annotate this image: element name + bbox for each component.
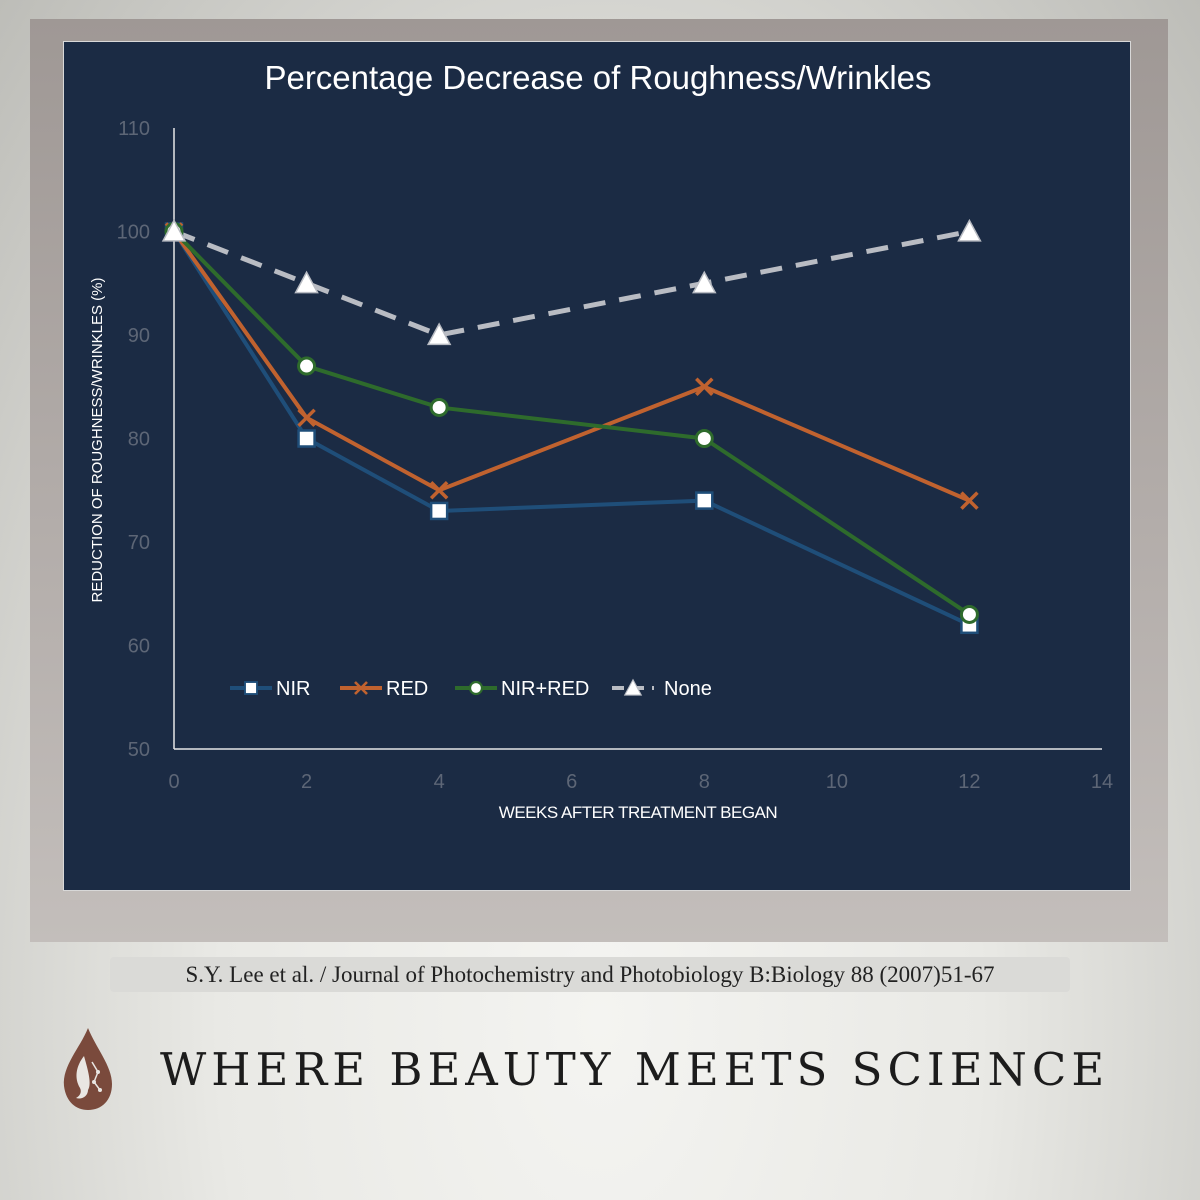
legend-marker-nir bbox=[244, 681, 258, 695]
data-point-none bbox=[161, 218, 187, 242]
data-point-red bbox=[297, 408, 316, 428]
y-tick-label: 100 bbox=[117, 222, 150, 244]
x-tick-label: 4 bbox=[434, 771, 445, 793]
legend-label-none: None bbox=[664, 678, 712, 700]
x-tick-label: 6 bbox=[566, 771, 577, 793]
data-point-nir-red bbox=[959, 604, 979, 624]
data-point-red bbox=[960, 491, 979, 510]
legend-label-red: RED bbox=[386, 678, 428, 700]
data-point-none bbox=[957, 218, 982, 242]
data-point-nir bbox=[695, 491, 714, 510]
data-point-red bbox=[429, 481, 449, 500]
x-tick-label: 14 bbox=[1091, 771, 1113, 793]
series-lines bbox=[172, 229, 971, 627]
y-axis-label: REDUCTION OF ROUGHNESS/WRINKLES (%) bbox=[89, 277, 106, 602]
y-tick-label: 60 bbox=[128, 636, 150, 658]
legend-marker-red bbox=[354, 681, 368, 695]
y-tick-label: 80 bbox=[128, 429, 150, 451]
data-point-none bbox=[692, 270, 717, 294]
y-tick-label: 90 bbox=[128, 325, 150, 347]
series-line-nir bbox=[172, 230, 971, 627]
chart-title: Percentage Decrease of Roughness/Wrinkle… bbox=[264, 59, 931, 96]
data-point-red bbox=[695, 377, 714, 396]
citation: S.Y. Lee et al. / Journal of Photochemis… bbox=[110, 957, 1070, 992]
data-point-nir-red bbox=[297, 356, 317, 376]
x-axis-label: WEEKS AFTER TREATMENT BEGAN bbox=[499, 803, 777, 822]
series-markers bbox=[161, 218, 982, 635]
y-tick-label: 50 bbox=[128, 739, 150, 761]
data-point-nir bbox=[297, 429, 316, 448]
x-tick-label: 8 bbox=[699, 771, 710, 793]
data-point-none bbox=[294, 270, 319, 294]
legend-marker-nir-red bbox=[468, 680, 484, 696]
legend-label-nir-red: NIR+RED bbox=[501, 678, 589, 700]
y-tick-label: 70 bbox=[128, 532, 150, 554]
data-point-none bbox=[426, 322, 452, 346]
y-tick-labels: 50 60 70 80 90 100 110 bbox=[117, 118, 150, 761]
series-line-red bbox=[172, 230, 971, 503]
brand-logo-icon bbox=[63, 1028, 112, 1110]
x-tick-labels: 0 2 4 6 8 10 12 14 bbox=[168, 771, 1113, 793]
series-line-none bbox=[173, 229, 970, 338]
y-tick-label: 110 bbox=[118, 118, 150, 140]
legend: NIR RED NIR+RED None bbox=[230, 678, 712, 700]
brand-tagline: WHERE BEAUTY MEETS SCIENCE bbox=[160, 1043, 1110, 1096]
x-tick-label: 12 bbox=[958, 771, 980, 793]
x-tick-label: 10 bbox=[826, 771, 848, 793]
x-tick-label: 2 bbox=[301, 771, 312, 793]
data-point-nir bbox=[429, 501, 449, 521]
data-point-nir-red bbox=[694, 429, 714, 448]
x-tick-label: 0 bbox=[168, 771, 179, 793]
data-point-nir-red bbox=[429, 397, 449, 417]
legend-label-nir: NIR bbox=[276, 678, 310, 700]
series-line-nir-red bbox=[172, 230, 971, 617]
legend-marker-none bbox=[623, 678, 643, 696]
